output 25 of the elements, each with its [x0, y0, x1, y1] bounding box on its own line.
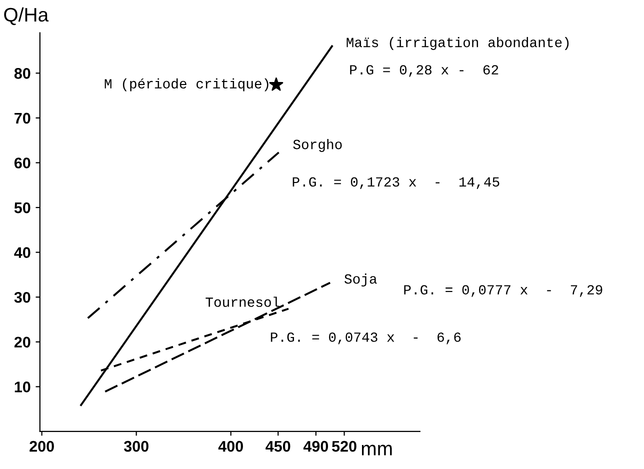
- y-tick-label: 10: [14, 382, 30, 392]
- y-tick-label: 20: [14, 336, 30, 348]
- x-tick-label: 450: [266, 440, 290, 452]
- y-tick-label: 40: [14, 247, 30, 258]
- y-tick-label: 70: [14, 112, 30, 124]
- y-axis-title: Q/Ha: [4, 7, 49, 26]
- x-tick-label: 300: [124, 440, 148, 452]
- series-label: Maïs (irrigation abondante): [346, 37, 569, 50]
- x-tick-label: 520: [332, 440, 356, 452]
- x-axis-title: mm: [362, 444, 392, 456]
- x-tick-label: 490: [303, 440, 328, 452]
- series-label: Tournesol: [206, 296, 280, 307]
- annotation: P.G. = 0,0777 x - 7,29: [404, 285, 602, 297]
- annotation: P.G. = 0,1723 x - 14,45: [292, 177, 500, 189]
- y-tick-label: 60: [14, 158, 30, 168]
- x-tick-label: 200: [30, 440, 54, 452]
- series-label: M (période critique): [104, 78, 268, 92]
- y-tick-label: 80: [14, 68, 30, 79]
- y-tick-label: 50: [14, 202, 30, 214]
- series-label: Soja: [344, 274, 377, 286]
- series-label: Sorgho: [293, 139, 342, 152]
- annotation: P.G = 0,28 x - 62: [350, 65, 498, 77]
- annotation: P.G. = 0,0743 x - 6,6: [270, 332, 461, 344]
- x-tick-label: 400: [218, 440, 243, 452]
- y-tick-label: 30: [14, 292, 30, 303]
